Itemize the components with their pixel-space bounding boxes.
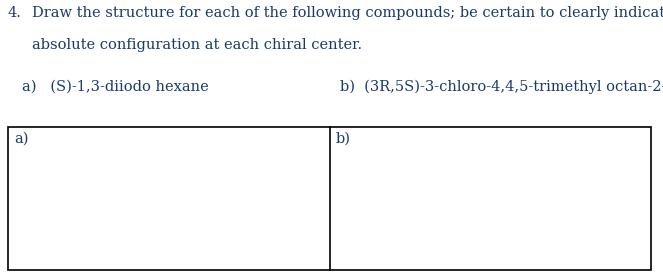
Text: a): a) <box>14 132 29 146</box>
Text: absolute configuration at each chiral center.: absolute configuration at each chiral ce… <box>32 38 362 52</box>
Bar <box>8 127 651 270</box>
Text: a)   (S)-1,3-diiodo hexane: a) (S)-1,3-diiodo hexane <box>22 80 209 94</box>
Text: b)  (3R,5S)-3-chloro-4,4,5-trimethyl octan-2-one: b) (3R,5S)-3-chloro-4,4,5-trimethyl octa… <box>340 80 663 94</box>
Text: Draw the structure for each of the following compounds; be certain to clearly in: Draw the structure for each of the follo… <box>32 6 663 20</box>
Text: 4.: 4. <box>8 6 22 20</box>
Text: b): b) <box>336 132 351 146</box>
